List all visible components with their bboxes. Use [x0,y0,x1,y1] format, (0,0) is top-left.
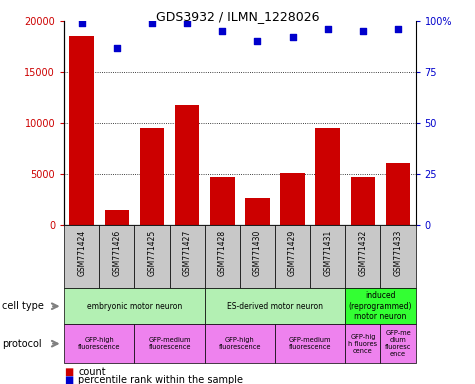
Point [113,45,121,51]
Bar [64,288,205,324]
Bar [64,225,99,288]
Point [324,26,332,32]
Text: GSM771433: GSM771433 [394,230,402,276]
Text: GFP-high
fluorescence: GFP-high fluorescence [218,337,261,350]
Point [148,20,156,26]
Text: ■: ■ [64,367,73,377]
Text: GSM771424: GSM771424 [77,230,86,276]
Bar [275,324,345,363]
Text: GSM771426: GSM771426 [113,230,121,276]
Text: GFP-medium
fluorescence: GFP-medium fluorescence [289,337,332,350]
Text: GFP-me
dium
fluoresc
ence: GFP-me dium fluoresc ence [385,330,411,357]
Text: protocol: protocol [2,339,42,349]
Point [359,28,367,35]
Bar [275,225,310,288]
Point [78,20,86,26]
Text: GSM771429: GSM771429 [288,230,297,276]
Text: GSM771431: GSM771431 [323,230,332,276]
Text: GDS3932 / ILMN_1228026: GDS3932 / ILMN_1228026 [156,10,319,23]
Bar [240,225,275,288]
Text: GFP-medium
fluorescence: GFP-medium fluorescence [148,337,191,350]
Bar [205,225,240,288]
Text: GSM771432: GSM771432 [359,230,367,276]
Text: percentile rank within the sample: percentile rank within the sample [78,375,243,384]
Bar [345,225,380,288]
Bar [64,324,134,363]
Bar [310,225,345,288]
Bar [134,225,170,288]
Bar [134,324,205,363]
Bar [175,104,199,225]
Bar [170,225,205,288]
Bar [280,173,305,225]
Bar [380,225,416,288]
Point [218,28,226,35]
Point [289,34,296,40]
Point [254,38,261,45]
Bar [210,177,235,225]
Text: ■: ■ [64,375,73,384]
Bar [380,324,416,363]
Text: embryonic motor neuron: embryonic motor neuron [87,302,182,311]
Point [394,26,402,32]
Bar [345,288,416,324]
Point [183,20,191,26]
Bar [205,288,345,324]
Bar [140,128,164,225]
Bar [351,177,375,225]
Text: induced
(reprogrammed)
motor neuron: induced (reprogrammed) motor neuron [349,291,412,321]
Bar [245,198,270,225]
Bar [345,324,380,363]
Text: count: count [78,367,106,377]
Text: ES-derived motor neuron: ES-derived motor neuron [227,302,323,311]
Bar [69,36,94,225]
Bar [315,128,340,225]
Bar [386,162,410,225]
Bar [99,225,134,288]
Text: GFP-high
fluorescence: GFP-high fluorescence [78,337,121,350]
Text: GSM771425: GSM771425 [148,230,156,276]
Text: GSM771428: GSM771428 [218,230,227,276]
Bar [205,324,275,363]
Text: GSM771427: GSM771427 [183,230,191,276]
Bar [104,210,129,225]
Text: cell type: cell type [2,301,44,311]
Text: GSM771430: GSM771430 [253,230,262,276]
Text: GFP-hig
h fluores
cence: GFP-hig h fluores cence [348,334,378,354]
